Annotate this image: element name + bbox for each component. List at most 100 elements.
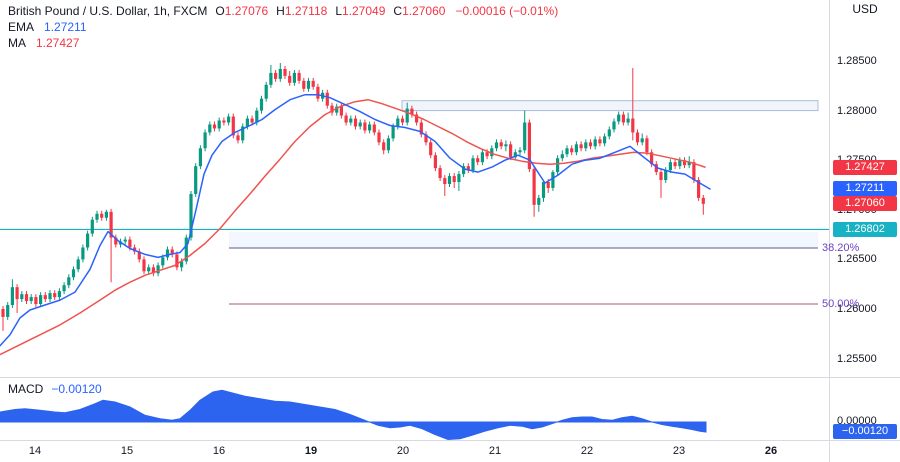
symbol-legend-row[interactable]: British Pound / U.S. Dollar, 1h, FXCM O1.… (8, 3, 558, 19)
candle-body (424, 134, 428, 143)
time-tick-label: 22 (580, 445, 594, 457)
candle-body (513, 152, 517, 158)
candle-body (330, 105, 334, 113)
candle-body (133, 247, 137, 252)
candle-body (20, 294, 24, 300)
candle-body (584, 142, 588, 149)
macd-value-badge[interactable]: −0.00120 (833, 424, 897, 440)
candle-body (603, 136, 607, 144)
price-badge[interactable]: 1.27211 (833, 181, 897, 197)
candle-body (631, 118, 635, 133)
price-badge[interactable]: 1.27427 (833, 159, 897, 175)
candle-body (71, 269, 76, 278)
candle-body (504, 144, 508, 147)
candle-body (476, 158, 480, 163)
open-value: 1.27076 (224, 4, 269, 18)
candle-body (95, 213, 99, 220)
high-label: H (276, 4, 285, 18)
candle-body (57, 291, 61, 298)
ma-legend-row[interactable]: MA 1.27427 (8, 35, 558, 51)
macd-label: MACD (8, 382, 44, 396)
close-value: 1.27060 (402, 4, 446, 18)
candle-body (541, 182, 546, 198)
candle-body (607, 129, 611, 137)
symbol-title[interactable]: British Pound / U.S. Dollar, 1h, FXCM (8, 4, 208, 18)
macd-zero-tick-label: 0.00000 (837, 415, 877, 427)
candle-body (494, 142, 499, 149)
candle-body (358, 122, 362, 127)
candle-body (682, 160, 687, 166)
candle-body (400, 118, 405, 123)
price-tick-label: 1.28000 (837, 104, 877, 117)
time-tick-label: 19 (304, 445, 318, 457)
candle-body (128, 239, 132, 248)
candle-body (621, 114, 625, 123)
candle-body (490, 148, 494, 157)
candle-body (523, 122, 527, 151)
close-label: C (393, 4, 403, 18)
chart-legend: British Pound / U.S. Dollar, 1h, FXCM O1.… (8, 3, 558, 51)
candle-body (410, 108, 414, 115)
candle-body (438, 168, 442, 179)
candle-body (659, 172, 663, 181)
candle-body (429, 142, 433, 156)
candle-body (212, 124, 217, 129)
candle-body (274, 72, 278, 79)
candle-body (635, 132, 640, 143)
ema-label: EMA (8, 20, 35, 34)
ema-legend-row[interactable]: EMA 1.27211 (8, 19, 558, 35)
open-label: O (215, 4, 225, 18)
candle-body (617, 114, 621, 122)
candle-body (104, 211, 108, 218)
candle-body (650, 152, 654, 165)
candle-body (447, 176, 452, 185)
candle-body (10, 287, 14, 306)
macd-value: −0.00120 (51, 382, 102, 396)
ma-line (0, 98, 706, 356)
candle-body (259, 98, 264, 111)
candle-body (372, 124, 376, 133)
candle-body (86, 233, 90, 248)
candle-body (640, 138, 644, 143)
candle-body (415, 114, 419, 123)
time-tick-label: 14 (28, 445, 42, 457)
candle-body (241, 126, 245, 141)
candle-body (593, 139, 597, 147)
candle-body (405, 108, 409, 123)
candle-body (353, 118, 358, 127)
price-badge[interactable]: 1.27060 (833, 196, 897, 212)
macd-legend-row[interactable]: MACD −0.00120 (8, 382, 102, 396)
candle-body (537, 197, 541, 205)
price-tick-label: 1.26000 (837, 303, 877, 315)
candle-body (48, 293, 52, 300)
price-badge[interactable]: 1.26802 (833, 221, 897, 237)
candle-body (194, 166, 198, 194)
candle-body (612, 121, 616, 130)
candle-body (452, 176, 456, 183)
candle-body (137, 251, 141, 260)
candle-body (292, 72, 296, 83)
candle-body (565, 148, 569, 155)
candle-body (678, 160, 682, 167)
time-tick-label: 21 (488, 445, 502, 457)
candle-body (697, 180, 701, 198)
candle-body (180, 261, 184, 268)
candle-body (264, 84, 268, 99)
candle-body (386, 138, 390, 151)
candle-body (316, 86, 320, 99)
candle-body (62, 285, 66, 292)
candle-body (109, 211, 113, 238)
candle-body (480, 152, 484, 163)
candle-body (142, 259, 146, 272)
change-value: −0.00016 (−0.01%) (455, 4, 559, 18)
candle-body (518, 150, 522, 153)
candle-body (302, 80, 306, 89)
candle-body (509, 144, 513, 158)
fib-50-label: 50.00% (822, 298, 860, 311)
candle-body (570, 148, 574, 153)
candle-body (170, 249, 174, 255)
candle-body (466, 166, 470, 171)
candle-body (551, 172, 555, 188)
candle-body (443, 178, 447, 185)
